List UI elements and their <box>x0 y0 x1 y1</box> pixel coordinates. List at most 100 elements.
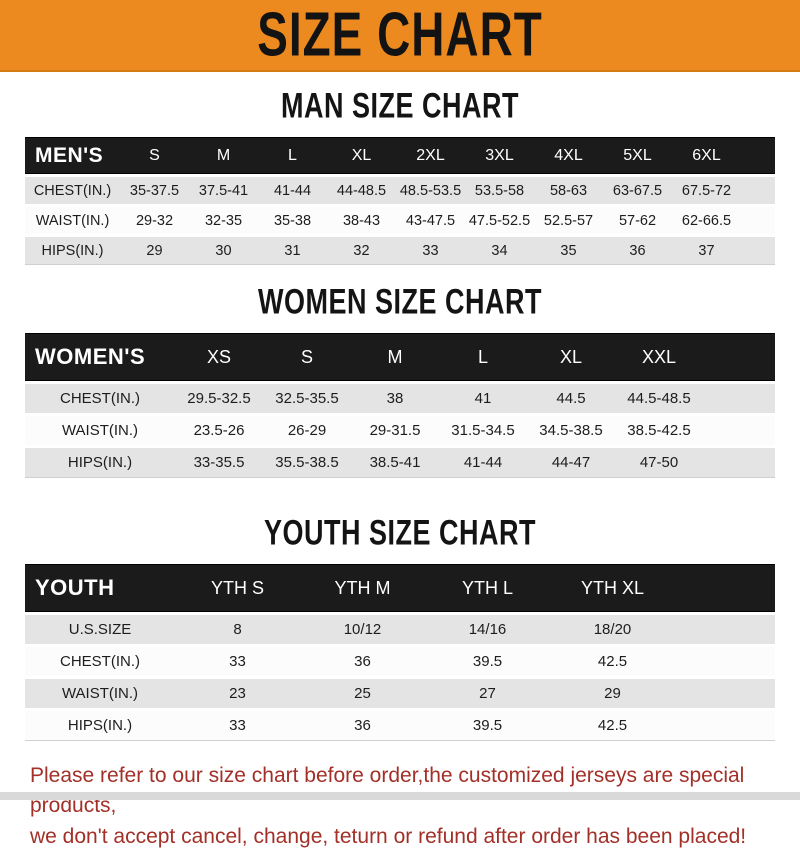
table-label: WOMEN'S <box>25 333 175 381</box>
men-heading: MAN SIZE CHART <box>0 72 800 125</box>
row-filler-cell <box>703 381 775 413</box>
size-value-cell: 41-44 <box>258 174 327 204</box>
size-value-cell: 35-38 <box>258 204 327 234</box>
size-column-header: XL <box>527 333 615 381</box>
row-filler-cell <box>675 612 775 644</box>
size-value-cell: 31 <box>258 234 327 265</box>
size-value-cell: 36 <box>300 644 425 676</box>
women-heading-text: WOMEN SIZE CHART <box>258 282 542 322</box>
size-value-cell: 29.5-32.5 <box>175 381 263 413</box>
measurement-row-label: CHEST(IN.) <box>25 174 120 204</box>
size-value-cell: 33 <box>396 234 465 265</box>
row-filler-cell <box>675 676 775 708</box>
table-row: CHEST(IN.) 35-37.5 37.5-41 41-44 44-48.5 48.5… <box>25 174 775 204</box>
size-column-header: YTH S <box>175 564 300 612</box>
size-value-cell: 38-43 <box>327 204 396 234</box>
size-value-cell: 38.5-41 <box>351 445 439 478</box>
size-column-header: M <box>189 137 258 174</box>
row-filler-cell <box>703 445 775 478</box>
row-filler-cell <box>675 644 775 676</box>
size-column-header: S <box>120 137 189 174</box>
size-value-cell: 29-31.5 <box>351 413 439 445</box>
size-column-header: S <box>263 333 351 381</box>
men-heading-text: MAN SIZE CHART <box>281 86 519 126</box>
size-value-cell: 29 <box>550 676 675 708</box>
size-value-cell: 26-29 <box>263 413 351 445</box>
size-value-cell: 42.5 <box>550 644 675 676</box>
size-value-cell: 43-47.5 <box>396 204 465 234</box>
banner-title: SIZE CHART <box>257 0 543 70</box>
row-filler-cell <box>741 174 775 204</box>
banner: SIZE CHART <box>0 0 800 72</box>
table-row: CHEST(IN.) 29.5-32.5 32.5-35.5 38 41 44.5 44.5… <box>25 381 775 413</box>
size-value-cell: 37 <box>672 234 741 265</box>
measurement-row-label: WAIST(IN.) <box>25 413 175 445</box>
size-value-cell: 27 <box>425 676 550 708</box>
measurement-row-label: WAIST(IN.) <box>25 676 175 708</box>
size-column-header: 3XL <box>465 137 534 174</box>
table-row: CHEST(IN.) 33 36 39.5 42.5 <box>25 644 775 676</box>
size-value-cell: 36 <box>603 234 672 265</box>
size-value-cell: 63-67.5 <box>603 174 672 204</box>
size-value-cell: 44.5-48.5 <box>615 381 703 413</box>
size-value-cell: 47.5-52.5 <box>465 204 534 234</box>
measurement-row-label: CHEST(IN.) <box>25 381 175 413</box>
size-value-cell: 8 <box>175 612 300 644</box>
size-value-cell: 32 <box>327 234 396 265</box>
women-heading: WOMEN SIZE CHART <box>0 265 800 321</box>
size-value-cell: 10/12 <box>300 612 425 644</box>
size-value-cell: 35 <box>534 234 603 265</box>
section-men: MAN SIZE CHART MEN'S S M L XL 2XL 3XL 4XL 5XL 6XL… <box>0 72 800 265</box>
size-value-cell: 29-32 <box>120 204 189 234</box>
size-column-header: 4XL <box>534 137 603 174</box>
size-column-header: YTH XL <box>550 564 675 612</box>
measurement-row-label: HIPS(IN.) <box>25 708 175 741</box>
size-value-cell: 34 <box>465 234 534 265</box>
youth-heading-text: YOUTH SIZE CHART <box>263 513 536 553</box>
row-filler-cell <box>741 204 775 234</box>
size-value-cell: 18/20 <box>550 612 675 644</box>
table-row: WAIST(IN.) 29-32 32-35 35-38 38-43 43-47.5 47.… <box>25 204 775 234</box>
size-column-header: L <box>258 137 327 174</box>
measurement-row-label: CHEST(IN.) <box>25 644 175 676</box>
measurement-row-label: U.S.SIZE <box>25 612 175 644</box>
size-value-cell: 33-35.5 <box>175 445 263 478</box>
size-value-cell: 58-63 <box>534 174 603 204</box>
header-filler-cell <box>675 564 775 612</box>
row-filler-cell <box>741 234 775 265</box>
size-value-cell: 32-35 <box>189 204 258 234</box>
table-row: HIPS(IN.) 33 36 39.5 42.5 <box>25 708 775 741</box>
table-label: MEN'S <box>25 137 120 174</box>
size-column-header: M <box>351 333 439 381</box>
table-row: HIPS(IN.) 33-35.5 35.5-38.5 38.5-41 41-44 44-… <box>25 445 775 478</box>
size-value-cell: 53.5-58 <box>465 174 534 204</box>
size-column-header: YTH M <box>300 564 425 612</box>
size-value-cell: 35-37.5 <box>120 174 189 204</box>
youth-heading: YOUTH SIZE CHART <box>0 478 800 552</box>
size-value-cell: 25 <box>300 676 425 708</box>
size-column-header: YTH L <box>425 564 550 612</box>
size-value-cell: 14/16 <box>425 612 550 644</box>
size-value-cell: 37.5-41 <box>189 174 258 204</box>
size-column-header: 6XL <box>672 137 741 174</box>
size-value-cell: 36 <box>300 708 425 741</box>
size-value-cell: 44-47 <box>527 445 615 478</box>
size-value-cell: 47-50 <box>615 445 703 478</box>
row-filler-cell <box>703 413 775 445</box>
size-value-cell: 44-48.5 <box>327 174 396 204</box>
size-value-cell: 23.5-26 <box>175 413 263 445</box>
measurement-row-label: HIPS(IN.) <box>25 445 175 478</box>
row-filler-cell <box>675 708 775 741</box>
size-value-cell: 57-62 <box>603 204 672 234</box>
size-value-cell: 44.5 <box>527 381 615 413</box>
size-value-cell: 33 <box>175 644 300 676</box>
size-value-cell: 39.5 <box>425 708 550 741</box>
size-value-cell: 30 <box>189 234 258 265</box>
size-value-cell: 34.5-38.5 <box>527 413 615 445</box>
size-value-cell: 48.5-53.5 <box>396 174 465 204</box>
size-value-cell: 31.5-34.5 <box>439 413 527 445</box>
size-value-cell: 62-66.5 <box>672 204 741 234</box>
bottom-strip <box>0 792 800 800</box>
size-value-cell: 33 <box>175 708 300 741</box>
